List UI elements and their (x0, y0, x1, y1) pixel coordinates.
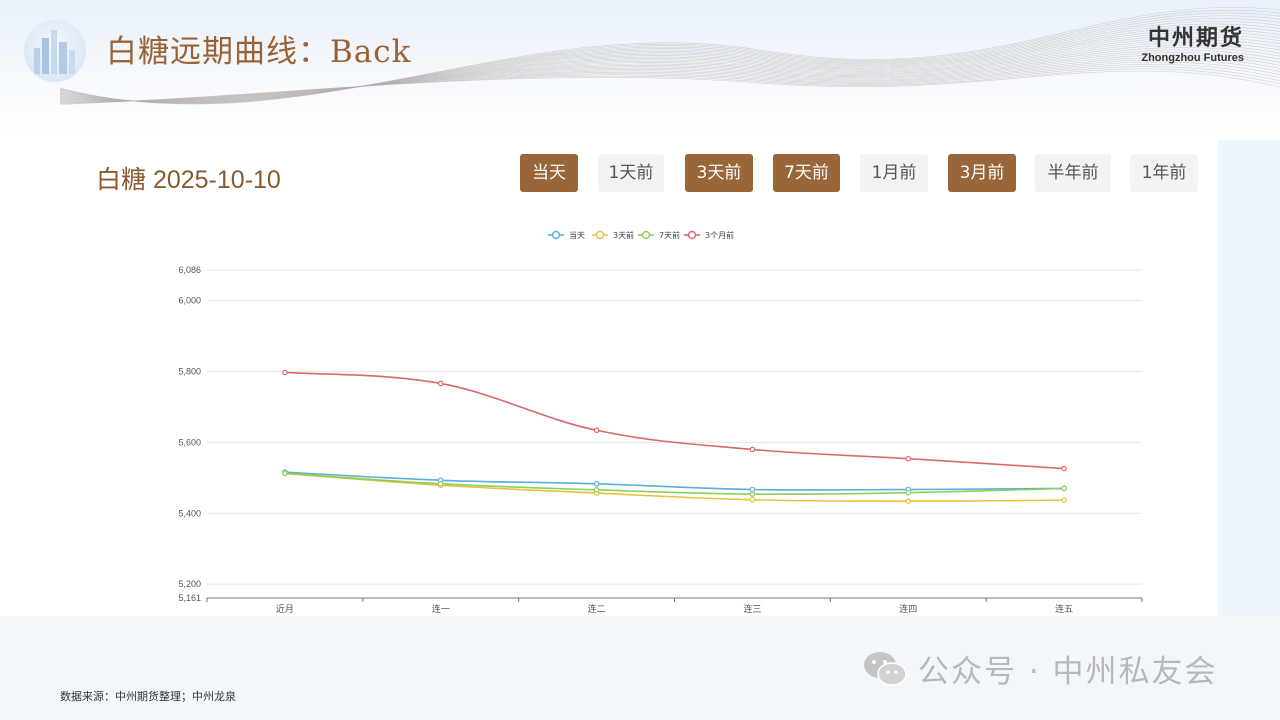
x-tick-label: 连二 (588, 603, 606, 615)
y-tick-label: 6,086 (178, 265, 201, 275)
data-point (593, 481, 600, 487)
range-button-3d[interactable]: 3天前 (685, 154, 753, 192)
data-point (905, 455, 912, 462)
wechat-icon (864, 651, 907, 686)
data-point (749, 491, 756, 497)
y-tick-label: 5,400 (178, 508, 201, 518)
y-tick-label: 5,200 (178, 579, 201, 589)
legend-swatch-marker (687, 230, 697, 240)
data-point (749, 496, 756, 503)
data-point (1061, 497, 1067, 503)
y-tick-label: 5,800 (178, 366, 201, 376)
legend-label: 7天前 (659, 230, 680, 240)
series-line-3 (284, 371, 1065, 470)
data-point (1061, 485, 1067, 492)
data-point (593, 427, 600, 434)
page-title: 白糖远期曲线：Back (106, 34, 412, 70)
data-point (1061, 465, 1067, 472)
data-point (905, 498, 912, 504)
range-button-today[interactable]: 当天 (520, 154, 578, 192)
range-button-1y[interactable]: 1年前 (1130, 154, 1198, 192)
legend-swatch-marker (595, 230, 605, 240)
y-tick-label: 5,600 (178, 437, 201, 447)
x-tick-label: 连三 (743, 603, 761, 615)
brand-logo: 中州期货 Zhongzhou Futures (1141, 26, 1244, 64)
legend-label: 3个月前 (705, 230, 734, 240)
data-point (282, 369, 288, 376)
legend-label: 3天前 (613, 230, 634, 240)
y-tick-label: 5,161 (178, 593, 201, 603)
data-point (437, 380, 444, 387)
legend-swatch-marker (551, 230, 561, 240)
data-point (905, 489, 912, 496)
wechat-watermark: 公众号 · 中州私友会 (862, 646, 1218, 691)
data-source-note: 数据来源：中州期货整理；中州龙泉 (60, 690, 236, 703)
x-tick-label: 连一 (432, 603, 450, 615)
data-point (437, 481, 444, 487)
x-tick-label: 近月 (276, 603, 294, 615)
range-button-1m[interactable]: 1月前 (860, 154, 928, 192)
logo-skyline-image (24, 20, 86, 82)
brand-name-cn: 中州期货 (1147, 26, 1244, 51)
data-point (749, 446, 756, 453)
x-tick-label: 连四 (899, 603, 917, 615)
watermark-text: 公众号 · 中州私友会 (918, 654, 1218, 690)
legend-swatch-marker (641, 230, 651, 240)
series-line-1 (284, 472, 1065, 502)
data-point (593, 487, 600, 493)
data-point (282, 470, 288, 476)
range-button-6m[interactable]: 半年前 (1035, 154, 1111, 192)
series-line-2 (284, 472, 1065, 496)
data-point (749, 486, 756, 493)
range-button-3m[interactable]: 3月前 (948, 154, 1016, 192)
series-line-0 (284, 471, 1065, 491)
x-tick-label: 连五 (1055, 603, 1073, 615)
brand-name-en: Zhongzhou Futures (1141, 52, 1244, 64)
chart-heading: 白糖 2025-10-10 (96, 166, 281, 194)
legend-label: 当天 (569, 230, 585, 240)
chart-panel: 白糖 2025-10-10 当天 1天前 3天前 7天前 1月前 3月前 半年前… (62, 138, 1218, 616)
y-tick-label: 6,000 (178, 295, 201, 305)
range-button-7d[interactable]: 7天前 (773, 154, 840, 192)
range-button-1d[interactable]: 1天前 (598, 154, 664, 192)
forward-curve-chart: 5,161 5,200 5,400 5,600 5,800 6,000 6,086 近月 连一 连… (178, 230, 1143, 615)
